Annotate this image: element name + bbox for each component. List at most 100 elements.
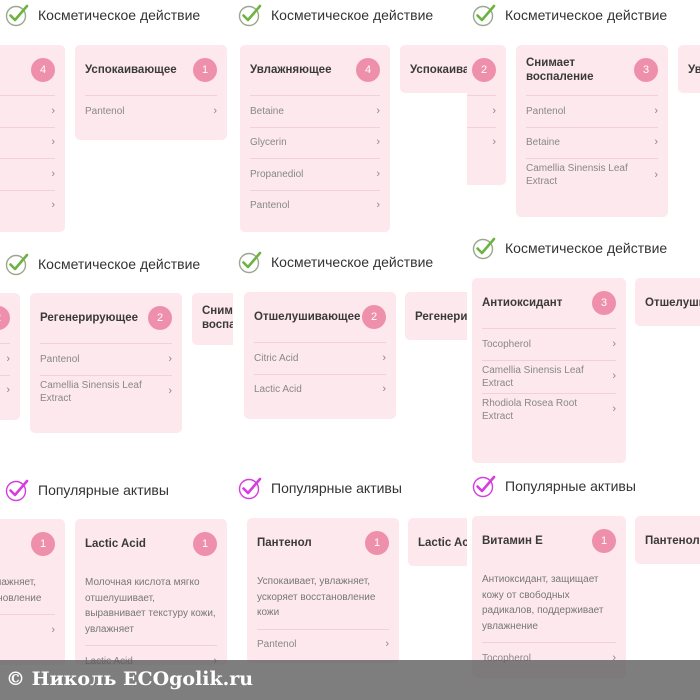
chevron-right-icon: › <box>376 136 380 149</box>
category-card[interactable]: Регенерирующее 2 Pantenol › Camellia Sinensi… <box>30 293 182 433</box>
ingredient-name: Camellia Sinensis Leaf Extract <box>482 364 584 389</box>
category-card[interactable]: Успокаивающее <box>400 45 467 93</box>
chevron-right-icon: › <box>654 104 658 117</box>
card-header: 4 <box>0 45 55 95</box>
category-card[interactable]: Витамин Е 1 Антиоксидант, защищает кожу от… <box>472 516 626 678</box>
check-circle-green-icon <box>472 3 496 27</box>
ingredient-row[interactable]: › <box>467 95 496 127</box>
category-card[interactable]: Отшелушивающее 2 Citric Acid › Lactic Acid › <box>244 292 396 419</box>
ingredient-row[interactable]: Camellia Sinensis Leaf Extract › <box>482 359 616 393</box>
ingredient-row[interactable]: Betaine › <box>250 95 380 127</box>
card-title: Успокаивающее <box>410 64 467 76</box>
ingredient-row[interactable]: Pantenol › <box>526 95 658 127</box>
ingredient-row[interactable]: › <box>0 126 55 159</box>
ingredient-row[interactable]: Camellia Sinensis Leaf Extract › <box>526 158 658 191</box>
category-card[interactable]: Увлажняющее <box>678 45 700 93</box>
ingredient-row[interactable]: Pantenol › <box>257 628 389 661</box>
section-title: Популярные активы <box>38 482 169 498</box>
category-card[interactable]: Lactic Acid 1 Молочная кислота мягко отшел… <box>75 519 227 665</box>
category-card[interactable]: Увлажняющее 4 Betaine › Glycerin › Propanediol… <box>240 45 390 232</box>
card-title: Lactic Acid <box>418 537 467 549</box>
ingredient-row[interactable]: Propanediol › <box>250 158 380 190</box>
category-card[interactable]: 4 › › › › <box>0 45 65 232</box>
card-title: Увлажняющее <box>688 64 700 76</box>
ingredient-row[interactable]: › <box>0 343 10 375</box>
chevron-right-icon: › <box>492 136 496 149</box>
category-card[interactable]: 2 › › <box>0 293 20 420</box>
ingredient-row[interactable]: › <box>467 126 496 159</box>
card-header: Пантенол <box>645 516 700 564</box>
count-badge: 4 <box>31 58 55 82</box>
category-card[interactable]: Пантенол <box>635 516 700 564</box>
tile: Косметическое действие 2 › › Регенерирующее 2… <box>0 233 234 467</box>
chevron-right-icon: › <box>6 384 10 397</box>
card-header: Отшелушивающее <box>645 278 700 326</box>
category-card[interactable]: Снимает воспаление 3 Pantenol › Betaine › Came… <box>516 45 668 217</box>
ingredient-row[interactable]: Citric Acid › <box>254 342 386 374</box>
ingredient-row[interactable]: Pantenol › <box>40 343 172 375</box>
category-card[interactable]: 2 › › <box>467 45 506 185</box>
section-title: Косметическое действие <box>271 254 434 270</box>
ingredient-row[interactable]: Tocopherol › <box>482 642 616 674</box>
card-header: Успокаивающее 1 <box>85 45 217 95</box>
ingredient-name: Tocopherol <box>482 652 531 664</box>
ingredient-row[interactable]: › <box>0 158 55 190</box>
card-header: 2 <box>0 293 10 343</box>
card-title: Пантенол <box>257 537 312 549</box>
ingredient-row[interactable]: Pantenol › <box>85 95 217 127</box>
section-header: Косметическое действие <box>5 2 200 28</box>
card-header: Отшелушивающее 2 <box>254 292 386 342</box>
card-title: Снимает воспаление <box>202 305 234 331</box>
ingredient-row[interactable]: › <box>0 614 55 646</box>
category-card[interactable]: Lactic Acid <box>408 518 467 566</box>
ingredient-row[interactable]: Camellia Sinensis Leaf Extract › <box>40 374 172 408</box>
chevron-right-icon: › <box>168 385 172 397</box>
card-description: Успокаивает, увлажняет, ускоряет восстан… <box>257 576 376 618</box>
card-header: Снимает воспаление <box>202 293 234 343</box>
category-card[interactable]: Успокаивающее 1 Pantenol › <box>75 45 227 140</box>
card-title: Антиоксидант <box>482 297 563 309</box>
ingredient-row[interactable]: Tocopherol › <box>482 328 616 360</box>
category-card[interactable]: Пантенол 1 Успокаивает, увлажняет, ускоряе… <box>247 518 399 663</box>
section-header: Косметическое действие <box>472 2 667 28</box>
ingredient-name: Propanediol <box>250 168 304 180</box>
category-card[interactable]: Отшелушивающее <box>635 278 700 326</box>
card-title: Пантенол <box>645 535 700 547</box>
ingredient-row[interactable]: Pantenol › <box>250 189 380 222</box>
category-card[interactable]: Снимает воспаление <box>192 293 234 345</box>
count-badge: 1 <box>365 531 389 555</box>
tile: Косметическое действие 2 › › Снимает воспале… <box>467 0 700 234</box>
ingredient-row[interactable]: Lactic Acid › <box>254 373 386 406</box>
ingredient-row[interactable]: › <box>0 374 10 407</box>
chevron-right-icon: › <box>51 167 55 180</box>
chevron-right-icon: › <box>612 370 616 382</box>
section-title: Косметическое действие <box>271 7 434 23</box>
ingredient-row[interactable]: › <box>0 189 55 222</box>
chevron-right-icon: › <box>612 651 616 664</box>
section-header: Популярные активы <box>5 477 169 503</box>
chevron-right-icon: › <box>654 136 658 149</box>
count-badge: 3 <box>592 291 616 315</box>
watermark: © Николь ECOgolik.ru <box>0 660 700 700</box>
section-header: Популярные активы <box>238 475 402 501</box>
category-card[interactable]: 1 Успокаивает, увлажняет, ускоряет восста… <box>0 519 65 665</box>
card-header: 2 <box>467 45 496 95</box>
category-card[interactable]: Регенерирующее <box>405 292 467 340</box>
ingredient-name: Glycerin <box>250 137 287 149</box>
ingredient-name: Lactic Acid <box>254 384 302 396</box>
card-header: Регенерирующее 2 <box>40 293 172 343</box>
ingredient-row[interactable]: Betaine › <box>526 126 658 159</box>
chevron-right-icon: › <box>213 104 217 117</box>
ingredient-row[interactable]: Rhodiola Rosea Root Extract › <box>482 392 616 426</box>
section-title: Косметическое действие <box>505 240 668 256</box>
ingredient-name: Citric Acid <box>254 352 299 364</box>
chevron-right-icon: › <box>382 383 386 396</box>
ingredient-name: Camellia Sinensis Leaf Extract <box>526 163 628 187</box>
section-header: Косметическое действие <box>5 251 200 277</box>
ingredient-row[interactable]: Glycerin › <box>250 126 380 159</box>
ingredient-row[interactable]: › <box>0 95 55 127</box>
card-description: Молочная кислота мягко отшелушивает, выр… <box>85 577 216 635</box>
category-card[interactable]: Антиоксидант 3 Tocopherol › Camellia Sinensi… <box>472 278 626 463</box>
chevron-right-icon: › <box>376 199 380 212</box>
chevron-right-icon: › <box>213 655 217 665</box>
